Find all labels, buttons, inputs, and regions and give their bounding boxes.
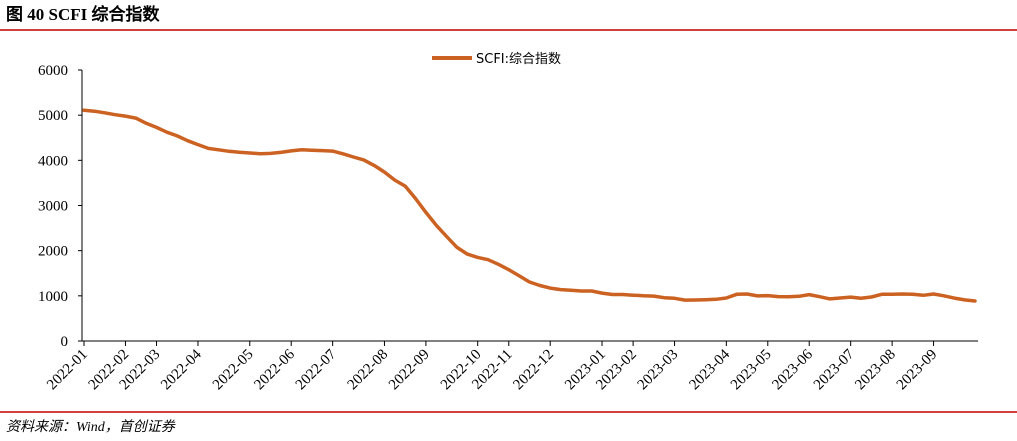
x-tick-label: 2023-06 [769, 346, 816, 393]
x-tick-label: 2023-05 [728, 347, 775, 394]
x-tick-label: 2022-06 [251, 346, 298, 393]
y-tick-label: 1000 [38, 289, 68, 305]
y-tick-label: 4000 [38, 153, 68, 169]
x-tick-label: 2022-01 [44, 347, 91, 394]
y-tick-label: 3000 [38, 199, 68, 215]
y-tick-label: 5000 [38, 108, 68, 124]
y-tick-label: 2000 [38, 244, 68, 260]
x-tick-label: 2023-08 [852, 347, 899, 394]
x-tick-label: 2022-09 [386, 347, 433, 394]
x-tick-label: 2022-04 [158, 346, 205, 393]
y-tick-label: 0 [61, 334, 69, 350]
x-tick-label: 2022-08 [345, 347, 392, 394]
x-tick-label: 2023-03 [635, 347, 682, 394]
x-tick-label: 2022-12 [510, 347, 557, 394]
y-tick-label: 6000 [38, 63, 68, 79]
series-line [82, 108, 977, 303]
legend-label: SCFI:综合指数 [476, 52, 561, 67]
x-tick-label: 2023-09 [894, 347, 941, 394]
x-tick-label: 2023-04 [687, 346, 734, 393]
chart-title: 图 40 SCFI 综合指数 [6, 4, 160, 24]
source-note: 资料来源：Wind，首创证券 [6, 419, 176, 435]
x-tick-label: 2022-05 [210, 347, 257, 394]
x-tick-label: 2022-07 [293, 346, 340, 393]
x-tick-label: 2023-07 [811, 346, 858, 393]
